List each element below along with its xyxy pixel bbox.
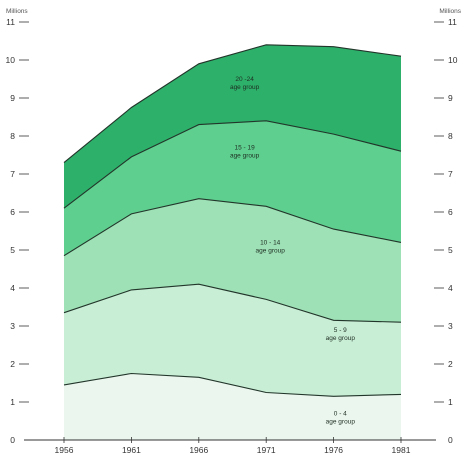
y-tick-label-left-8: 8 bbox=[10, 131, 15, 141]
y-tick-label-right-2: 2 bbox=[448, 359, 453, 369]
area-bands bbox=[64, 44, 401, 440]
x-tick-label-1956: 1956 bbox=[55, 445, 74, 455]
y-tick-label-right-0: 0 bbox=[448, 435, 453, 445]
band-label-20-24-age-group-line2: age group bbox=[230, 84, 260, 91]
y-tick-label-left-0: 0 bbox=[10, 435, 15, 445]
band-label-5-9-age-group-line1: 5 - 9 bbox=[334, 327, 347, 334]
band-label-10-14-age-group-line2: age group bbox=[256, 248, 286, 255]
y-axis-unit-right: Millions bbox=[439, 8, 461, 15]
x-tick-label-1971: 1971 bbox=[257, 445, 276, 455]
y-tick-label-right-4: 4 bbox=[448, 283, 453, 293]
y-tick-label-left-10: 10 bbox=[6, 55, 16, 65]
y-tick-label-left-3: 3 bbox=[10, 321, 15, 331]
y-tick-label-right-7: 7 bbox=[448, 169, 453, 179]
y-tick-label-left-9: 9 bbox=[10, 93, 15, 103]
x-tick-label-1981: 1981 bbox=[392, 445, 411, 455]
band-15-19-age-group bbox=[64, 120, 401, 256]
band-10-14-age-group bbox=[64, 198, 401, 323]
x-tick-label-1976: 1976 bbox=[324, 445, 343, 455]
boundary-line-5-9-age-group bbox=[63, 283, 402, 323]
boundary-line-20-24-age-group bbox=[63, 44, 402, 164]
y-tick-label-right-10: 10 bbox=[448, 55, 458, 65]
y-tick-label-left-5: 5 bbox=[10, 245, 15, 255]
y-tick-label-right-11: 11 bbox=[448, 17, 457, 27]
boundary-line-0-4-age-group bbox=[63, 372, 402, 397]
y-tick-label-left-6: 6 bbox=[10, 207, 15, 217]
band-boundary-lines bbox=[63, 44, 402, 397]
y-axis-unit-left: Millions bbox=[6, 8, 28, 15]
y-tick-label-left-11: 11 bbox=[6, 17, 15, 27]
band-label-15-19-age-group-line1: 15 - 19 bbox=[234, 145, 255, 152]
y-tick-label-right-8: 8 bbox=[448, 131, 453, 141]
band-0-4-age-group bbox=[64, 373, 401, 440]
band-label-15-19-age-group-line2: age group bbox=[230, 153, 260, 160]
y-tick-label-right-1: 1 bbox=[448, 397, 453, 407]
band-label-0-4-age-group-line2: age group bbox=[326, 419, 356, 426]
band-label-20-24-age-group-line1: 20 -24 bbox=[235, 76, 254, 83]
boundary-line-15-19-age-group bbox=[63, 120, 402, 209]
band-label-5-9-age-group-line2: age group bbox=[326, 335, 356, 342]
y-tick-label-left-7: 7 bbox=[10, 169, 15, 179]
y-tick-label-right-3: 3 bbox=[448, 321, 453, 331]
y-tick-label-left-2: 2 bbox=[10, 359, 15, 369]
band-20-24-age-group bbox=[64, 44, 401, 209]
x-tick-label-1966: 1966 bbox=[189, 445, 208, 455]
y-tick-label-right-9: 9 bbox=[448, 93, 453, 103]
x-tick-label-1961: 1961 bbox=[122, 445, 141, 455]
band-label-10-14-age-group-line1: 10 - 14 bbox=[260, 240, 281, 247]
y-tick-label-right-6: 6 bbox=[448, 207, 453, 217]
band-label-0-4-age-group-line1: 0 - 4 bbox=[334, 411, 347, 418]
band-5-9-age-group bbox=[64, 284, 401, 397]
y-tick-label-left-4: 4 bbox=[10, 283, 15, 293]
y-tick-label-left-1: 1 bbox=[10, 397, 15, 407]
y-tick-label-right-5: 5 bbox=[448, 245, 453, 255]
boundary-line-10-14-age-group bbox=[63, 198, 402, 257]
